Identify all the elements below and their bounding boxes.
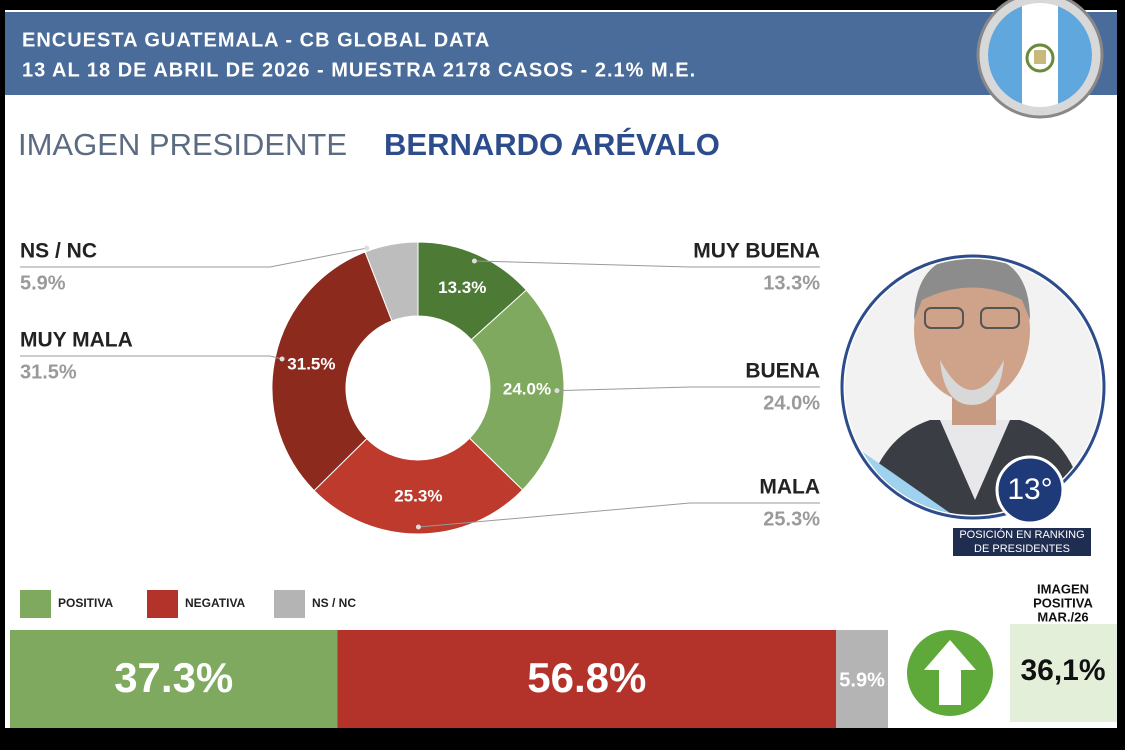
portrait <box>840 254 1106 525</box>
bar-segment <box>337 630 837 728</box>
category-name: BUENA <box>745 360 820 383</box>
ranking-caption: DE PRESIDENTES <box>974 543 1070 555</box>
leader-dot <box>364 245 370 251</box>
donut-slice <box>271 251 393 492</box>
slice-label: 24.0% <box>503 380 551 399</box>
bar-segment <box>10 630 338 728</box>
leader-line <box>20 247 367 268</box>
ranking-position: 13° <box>1007 473 1052 506</box>
leader-line <box>20 355 283 360</box>
previous-caption: IMAGEN <box>1037 581 1089 596</box>
leader-line <box>418 502 820 528</box>
ranking-caption-bg <box>953 528 1091 556</box>
header-title: ENCUESTA GUATEMALA - CB GLOBAL DATA <box>22 29 490 51</box>
category-name: NS / NC <box>20 240 97 263</box>
legend-label: POSITIVA <box>58 596 113 610</box>
category-name: MUY MALA <box>20 329 133 352</box>
leader-dot <box>415 524 421 530</box>
leader-line <box>556 386 820 392</box>
category-value: 31.5% <box>20 361 77 383</box>
slice-label: 25.3% <box>394 486 442 505</box>
donut-slice <box>364 241 419 322</box>
category-name: MUY BUENA <box>693 240 820 263</box>
heading-prefix: IMAGEN PRESIDENTE <box>18 127 347 162</box>
heading-name: BERNARDO ARÉVALO <box>384 127 720 162</box>
category-name: MALA <box>759 476 820 499</box>
ranking-caption: POSICIÓN EN RANKING <box>959 528 1084 541</box>
previous-caption: MAR./26 <box>1037 609 1088 624</box>
bar-label: 5.9% <box>839 669 885 691</box>
bar-segment <box>836 630 888 728</box>
category-value: 25.3% <box>763 508 820 530</box>
leader-dot <box>554 388 560 394</box>
legend-label: NS / NC <box>312 596 356 610</box>
up-arrow <box>907 630 993 716</box>
header-band <box>5 12 1117 95</box>
leader-dot <box>471 258 477 264</box>
bar-label: 56.8% <box>527 654 646 701</box>
previous-value: 36,1% <box>1020 654 1105 687</box>
header-subtitle: 13 AL 18 DE ABRIL DE 2026 - MUESTRA 2178… <box>22 59 696 81</box>
previous-caption: POSITIVA <box>1033 595 1093 610</box>
legend-swatch <box>147 590 178 618</box>
category-value: 5.9% <box>20 272 66 294</box>
legend-swatch <box>274 590 305 618</box>
slice-label: 13.3% <box>438 278 486 297</box>
previous-box <box>1010 624 1117 722</box>
flag-emblem <box>976 0 1104 119</box>
category-value: 24.0% <box>763 392 820 414</box>
legend-label: NEGATIVA <box>185 596 246 610</box>
donut-slice <box>468 289 565 491</box>
legend-swatch <box>20 590 51 618</box>
bar-label: 37.3% <box>114 654 233 701</box>
leader-dot <box>279 356 285 362</box>
category-value: 13.3% <box>763 272 820 294</box>
donut-slice <box>313 437 524 535</box>
slice-label: 31.5% <box>287 355 335 374</box>
leader-line <box>474 260 820 268</box>
